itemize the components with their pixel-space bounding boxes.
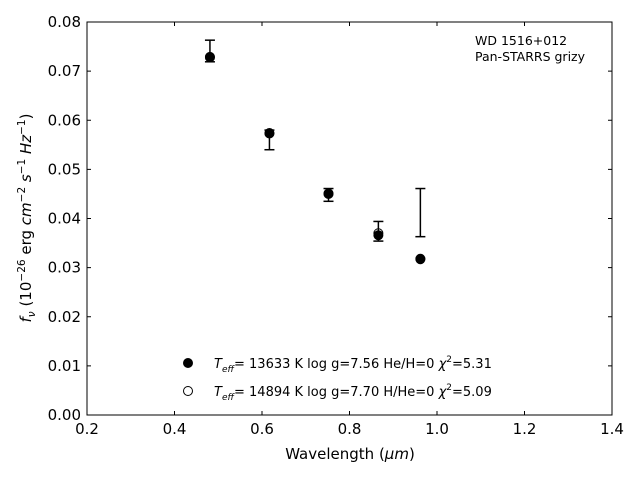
y-tick-label: 0.03	[48, 259, 81, 277]
y-tick-label: 0.04	[48, 210, 81, 228]
x-tick-label: 0.4	[163, 420, 187, 438]
legend-entry-2: Teff= 14894 K log g=7.70 H/He=0 χ2=5.09	[214, 383, 492, 403]
model-point-open	[373, 228, 384, 239]
x-tick-label: 1.2	[513, 420, 537, 438]
axis-ticks	[86, 21, 613, 416]
x-tick-label: 0.2	[75, 420, 99, 438]
model-point-open	[264, 128, 275, 139]
y-tick-label: 0.08	[48, 13, 81, 31]
model-point-filled	[373, 230, 384, 241]
error-bar	[415, 187, 426, 238]
y-tick-label: 0.00	[48, 406, 81, 424]
x-axis-label: Wavelength (μm)	[285, 445, 415, 463]
y-tick-label: 0.06	[48, 111, 81, 129]
x-tick-label: 0.6	[250, 420, 274, 438]
model-point-open	[415, 253, 426, 264]
axis-tick-labels: 0.2 0.4 0.6 0.8 1.0 1.2 1.4 0.00 0.01 0.02 0.03 0.0…	[48, 13, 624, 438]
legend-marker-open	[183, 386, 193, 396]
legend-entry-1: Teff= 13633 K log g=7.56 He/H=0 χ2=5.31	[214, 355, 492, 375]
y-axis-label: fν (10−26 erg cm−2 s−1 Hz−1)	[16, 114, 38, 323]
data-points	[204, 51, 426, 265]
x-tick-label: 1.0	[425, 420, 449, 438]
plot-area	[86, 21, 613, 416]
x-tick-label: 0.8	[338, 420, 362, 438]
model-point-open	[204, 51, 215, 62]
x-tick-label: 1.4	[600, 420, 624, 438]
legend-marker-filled	[183, 358, 193, 368]
survey-label: Pan-STARRS grizy	[475, 49, 586, 64]
y-tick-label: 0.07	[48, 62, 81, 80]
model-point-open	[323, 188, 334, 199]
legend: Teff= 13633 K log g=7.56 He/H=0 χ2=5.31 …	[183, 355, 492, 403]
y-tick-label: 0.05	[48, 160, 81, 178]
y-tick-label: 0.01	[48, 357, 81, 375]
y-tick-label: 0.02	[48, 308, 81, 326]
object-label: WD 1516+012	[475, 33, 567, 48]
